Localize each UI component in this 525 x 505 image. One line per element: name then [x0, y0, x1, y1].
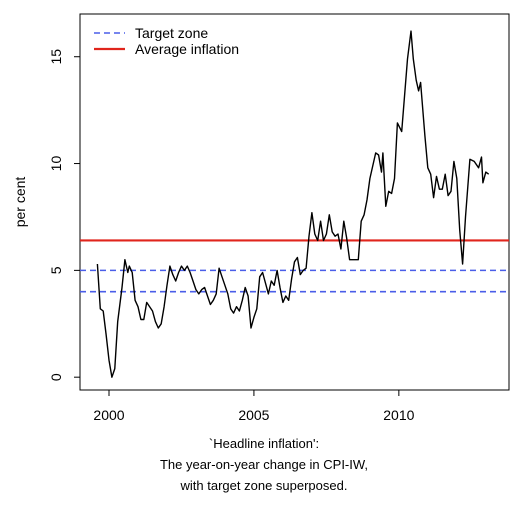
legend-label-average-inflation: Average inflation	[135, 41, 239, 57]
caption-line-3: with target zone superposed.	[180, 478, 348, 493]
legend-label-target-zone: Target zone	[135, 25, 208, 41]
caption-line-2: The year-on-year change in CPI-IW,	[160, 457, 368, 472]
series-group	[96, 30, 490, 378]
x-tick-label-2005: 2005	[238, 407, 269, 423]
y-axis-title: per cent	[12, 177, 28, 228]
x-tick-label-2000: 2000	[93, 407, 124, 423]
caption-line-1: `Headline inflation':	[209, 436, 319, 451]
inflation-series-line	[96, 30, 490, 378]
legend: Target zone Average inflation	[94, 25, 239, 57]
y-axis: 0 5 10 15	[48, 49, 80, 381]
x-tick-label-2010: 2010	[383, 407, 414, 423]
plot-frame	[79, 13, 510, 391]
reference-lines	[80, 239, 509, 293]
y-tick-label-0: 0	[48, 373, 64, 381]
y-tick-label-15: 15	[48, 49, 64, 65]
y-tick-label-5: 5	[48, 266, 64, 274]
y-tick-label-10: 10	[48, 156, 64, 172]
x-axis: 2000 2005 2010	[93, 390, 415, 423]
